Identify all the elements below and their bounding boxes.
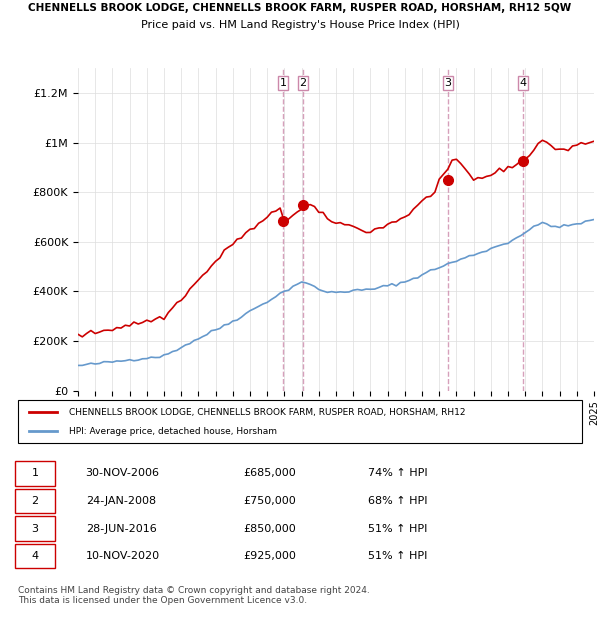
Text: 51% ↑ HPI: 51% ↑ HPI xyxy=(368,523,427,534)
Text: 30-NOV-2006: 30-NOV-2006 xyxy=(86,468,160,479)
Text: 2: 2 xyxy=(299,78,307,88)
Text: 1: 1 xyxy=(280,78,287,88)
Text: 4: 4 xyxy=(31,551,38,561)
Text: £750,000: £750,000 xyxy=(244,496,296,506)
Text: 24-JAN-2008: 24-JAN-2008 xyxy=(86,496,156,506)
Text: 68% ↑ HPI: 68% ↑ HPI xyxy=(368,496,427,506)
Text: 3: 3 xyxy=(444,78,451,88)
Text: 4: 4 xyxy=(519,78,526,88)
FancyBboxPatch shape xyxy=(15,544,55,569)
FancyBboxPatch shape xyxy=(15,461,55,486)
FancyBboxPatch shape xyxy=(18,400,582,443)
Text: 28-JUN-2016: 28-JUN-2016 xyxy=(86,523,157,534)
Text: HPI: Average price, detached house, Horsham: HPI: Average price, detached house, Hors… xyxy=(69,427,277,436)
Text: 74% ↑ HPI: 74% ↑ HPI xyxy=(368,468,427,479)
Text: 2: 2 xyxy=(31,496,38,506)
Text: 1: 1 xyxy=(31,468,38,479)
Text: 10-NOV-2020: 10-NOV-2020 xyxy=(86,551,160,561)
Text: 51% ↑ HPI: 51% ↑ HPI xyxy=(368,551,427,561)
Text: Price paid vs. HM Land Registry's House Price Index (HPI): Price paid vs. HM Land Registry's House … xyxy=(140,20,460,30)
Text: £685,000: £685,000 xyxy=(244,468,296,479)
Text: CHENNELLS BROOK LODGE, CHENNELLS BROOK FARM, RUSPER ROAD, HORSHAM, RH12: CHENNELLS BROOK LODGE, CHENNELLS BROOK F… xyxy=(69,407,465,417)
Text: Contains HM Land Registry data © Crown copyright and database right 2024.
This d: Contains HM Land Registry data © Crown c… xyxy=(18,586,370,605)
Text: £925,000: £925,000 xyxy=(244,551,296,561)
Text: CHENNELLS BROOK LODGE, CHENNELLS BROOK FARM, RUSPER ROAD, HORSHAM, RH12 5QW: CHENNELLS BROOK LODGE, CHENNELLS BROOK F… xyxy=(28,3,572,13)
Text: £850,000: £850,000 xyxy=(244,523,296,534)
Text: 3: 3 xyxy=(31,523,38,534)
FancyBboxPatch shape xyxy=(15,489,55,513)
FancyBboxPatch shape xyxy=(15,516,55,541)
